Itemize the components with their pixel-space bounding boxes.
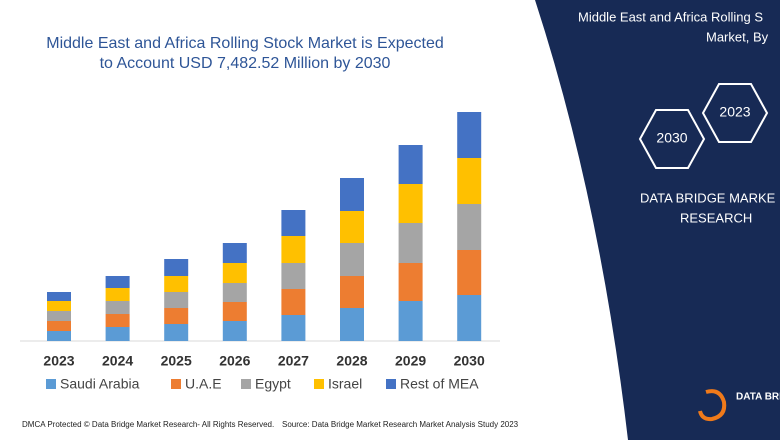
chart-title: to Account USD 7,482.52 Million by 2030 [100,55,391,72]
brand: RESEARCH [680,210,752,225]
legend-label: Egypt [255,376,291,392]
chart-title: Middle East and Africa Rolling Stock Mar… [46,35,444,52]
bar-segment [222,321,247,341]
bar-segment [105,314,130,327]
panel-heading: Middle East and Africa Rolling S [578,9,763,24]
bar-segment [281,210,306,236]
panel-heading: Market, By [706,29,769,44]
bar-segment [164,324,189,341]
bar-segment [105,288,130,301]
bar-segment [281,315,306,341]
bar-segment [340,308,364,341]
footer-left: DMCA Protected © Data Bridge Market Rese… [22,420,274,429]
footer-right: Source: Data Bridge Market Research Mark… [282,420,519,429]
x-tick-label: 2030 [454,353,485,369]
bar-segment [340,276,364,308]
bar-segment [398,145,423,184]
bar-segment [164,292,189,308]
bar-segment [398,301,423,341]
bar-segment [457,250,482,295]
bar-segment [340,178,364,211]
x-tick-label: 2023 [43,353,74,369]
x-tick-label: 2024 [102,353,133,369]
legend-swatch [171,379,181,389]
hexagon [638,109,706,169]
bar-segment [457,295,482,341]
legend-label: Israel [328,376,362,392]
bar-segment [105,301,130,314]
bar-segment [222,243,247,263]
brand: DATA BRIDGE MARKE [640,190,776,205]
bar-segment [281,236,306,263]
bar-segment [398,184,423,223]
bar-segment [222,283,247,302]
bar-segment [164,259,189,276]
bar-segment [222,263,247,283]
bar-segment [222,302,247,321]
bar-segment [457,158,482,204]
bar-segment [47,292,71,301]
legend-label: U.A.E [185,376,222,392]
bar-segment [398,223,423,263]
logo-text: DATA BRI [736,392,780,403]
bar-segment [457,112,482,158]
bar-segment [164,276,189,292]
legend-swatch [46,379,56,389]
bar-segment [47,301,71,311]
bar-segment [457,204,482,250]
logo-mark [698,389,727,422]
bar-segment [340,211,364,243]
legend-swatch [386,379,396,389]
side-panel [535,0,780,440]
bar-segment [398,263,423,301]
x-tick-label: 2027 [278,353,309,369]
legend-swatch [314,379,324,389]
bar-segment [47,311,71,321]
bar-segment [340,243,364,276]
hexagon [701,83,769,143]
bar-segment [164,308,189,324]
x-tick-label: 2029 [395,353,426,369]
bar-segment [105,327,130,341]
hexagon-label: 2030 [656,130,687,146]
x-tick-label: 2026 [219,353,250,369]
legend-label: Rest of MEA [400,376,479,392]
bar-segment [281,263,306,289]
bar-segment [47,331,71,341]
bar-segment [105,276,130,288]
legend-label: Saudi Arabia [60,376,140,392]
hexagon-label: 2023 [719,104,750,120]
legend-swatch [241,379,251,389]
x-tick-label: 2028 [336,353,367,369]
x-tick-label: 2025 [161,353,192,369]
bar-segment [281,289,306,315]
bar-segment [47,321,71,331]
